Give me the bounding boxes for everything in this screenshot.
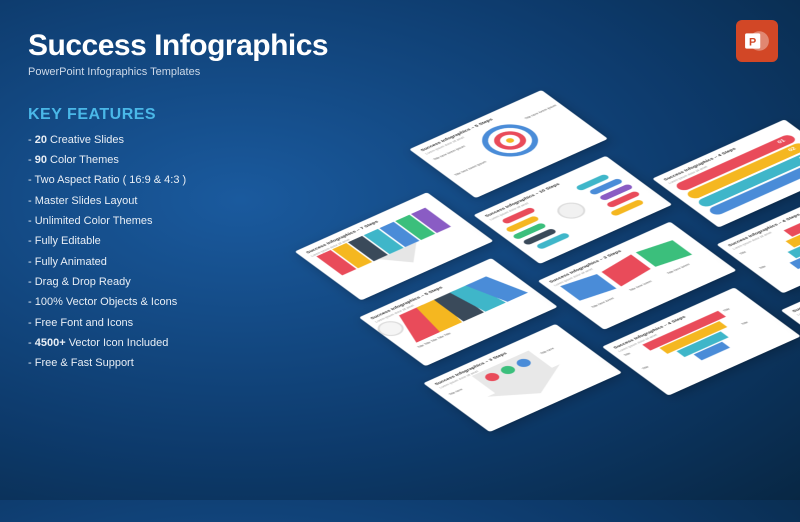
powerpoint-icon: P <box>744 28 770 54</box>
powerpoint-badge: P <box>736 20 778 62</box>
feature-item: - 20 Creative Slides <box>28 130 348 150</box>
feature-item: - Master Slides Layout <box>28 191 348 211</box>
slide-card: Success Infographics – 4 Steps Lorem ips… <box>652 119 800 227</box>
features-heading: KEY FEATURES <box>28 106 348 124</box>
card-subtitle: Lorem ipsum dolor sit amet <box>617 297 740 353</box>
svg-text:P: P <box>749 36 756 48</box>
main-title: Success Infographics <box>28 30 348 62</box>
feature-item: - Two Aspect Ratio ( 16:9 & 4:3 ) <box>28 170 348 190</box>
card-title: Success Infographics – 4 Steps <box>613 293 736 349</box>
feature-item: - 90 Color Themes <box>28 150 348 170</box>
subtitle: PowerPoint Infographics Templates <box>28 66 348 78</box>
